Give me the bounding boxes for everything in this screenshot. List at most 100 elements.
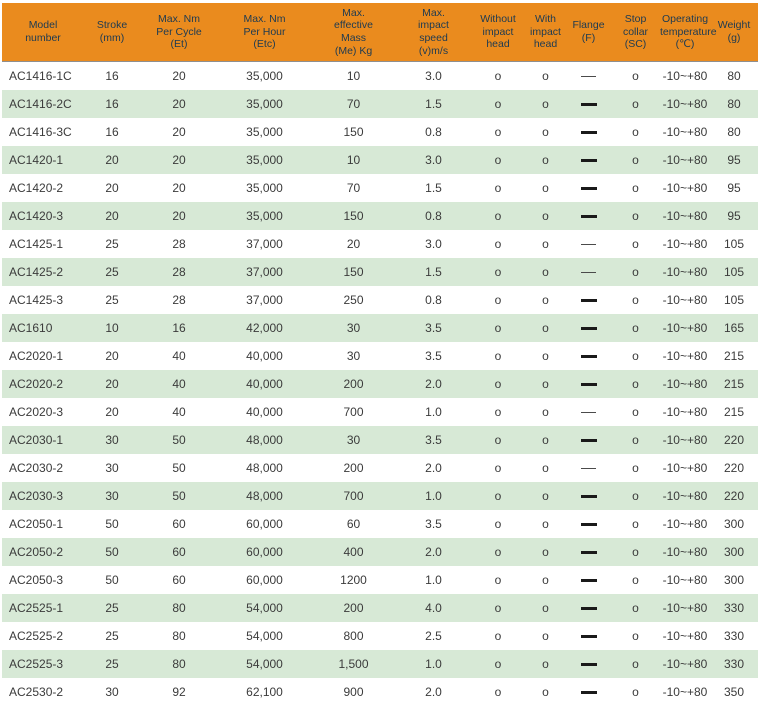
cell-weight: 220 [723,461,745,475]
cell-weight: 300 [723,573,745,587]
cell-stroke: 10 [105,321,119,335]
cell-operating_temp: -10~+80 [662,657,708,671]
cell-stop_collar: o [632,517,639,531]
cell-impact_speed: 4.0 [425,601,442,615]
cell-weight: 80 [727,69,741,83]
cell-weight: 330 [723,629,745,643]
cell-effective_mass: 70 [346,181,361,195]
cell-weight: 215 [723,405,745,419]
cell-with_head: o [542,209,549,223]
cell-weight: 80 [727,125,741,139]
cell-with_head: o [542,545,549,559]
cell-effective_mass: 60 [346,517,361,531]
cell-flange [566,566,611,594]
cell-flange [566,342,611,370]
cell-stroke: 16 [105,125,119,139]
cell-nm_per_hour: 60,000 [246,517,283,531]
cell-nm_per_cycle: 80 [172,601,186,615]
cell-stop_collar: o [632,125,639,139]
cell-model: AC2030-3 [9,489,64,503]
cell-with_head: o [542,657,549,671]
cell-nm_per_hour: 35,000 [246,97,283,111]
cell-nm_per_hour: 35,000 [246,153,283,167]
cell-model: AC2050-3 [9,573,64,587]
cell-weight: 95 [727,209,741,223]
cell-stroke: 20 [105,209,119,223]
cell-effective_mass: 150 [343,265,364,279]
table-row: AC2020-2 20 40 40,000 200 2.0 o o o -10~+80 215 [2,370,758,398]
cell-nm_per_hour: 37,000 [246,265,283,279]
cell-weight: 330 [723,601,745,615]
dash-bold-icon [580,187,597,191]
cell-with_head: o [542,489,549,503]
cell-stroke: 20 [105,153,119,167]
cell-operating_temp: -10~+80 [662,125,708,139]
cell-without_head: o [494,489,502,503]
cell-model: AC2050-2 [9,545,64,559]
cell-with_head: o [542,433,549,447]
table-row: AC2050-3 50 60 60,000 1200 1.0 o o o -10~+80 300 [2,566,758,594]
cell-flange [566,398,611,426]
table-row: AC2020-1 20 40 40,000 30 3.5 o o o -10~+80 215 [2,342,758,370]
cell-weight: 330 [723,657,745,671]
cell-nm_per_cycle: 28 [172,265,186,279]
cell-flange [566,258,611,286]
cell-effective_mass: 10 [346,153,361,167]
cell-model: AC2020-3 [9,405,64,419]
cell-nm_per_cycle: 20 [172,181,186,195]
cell-stop_collar: o [632,489,639,503]
cell-with_head: o [542,461,549,475]
cell-without_head: o [494,125,502,139]
cell-stop_collar: o [632,601,639,615]
table-row: AC2030-3 30 50 48,000 700 1.0 o o o -10~+80 220 [2,482,758,510]
cell-without_head: o [494,97,502,111]
cell-impact_speed: 1.0 [425,405,442,419]
column-header-nm_per_cycle: Max. Nm Per Cycle (Et) [140,3,218,62]
cell-nm_per_cycle: 50 [172,489,186,503]
table-row: AC1420-2 20 20 35,000 70 1.5 o o o -10~+80 95 [2,174,758,202]
dash-thin-icon [581,244,596,246]
dash-bold-icon [580,159,597,163]
cell-operating_temp: -10~+80 [662,405,708,419]
cell-nm_per_cycle: 28 [172,237,186,251]
cell-model: AC1416-1C [9,69,72,83]
cell-stop_collar: o [632,349,639,363]
column-header-effective_mass: Max. effective Mass (Me) Kg [311,3,396,62]
cell-nm_per_hour: 48,000 [246,489,283,503]
cell-stroke: 16 [105,69,119,83]
cell-weight: 300 [723,545,745,559]
cell-stop_collar: o [632,265,639,279]
cell-effective_mass: 30 [346,321,361,335]
dash-bold-icon [580,607,597,611]
cell-flange [566,482,611,510]
cell-operating_temp: -10~+80 [662,265,708,279]
cell-flange [566,118,611,146]
cell-model: AC1420-1 [9,153,64,167]
table-row: AC2525-1 25 80 54,000 200 4.0 o o o -10~+80 330 [2,594,758,622]
cell-operating_temp: -10~+80 [662,181,708,195]
cell-impact_speed: 3.5 [425,517,442,531]
cell-flange [566,650,611,678]
cell-flange [566,622,611,650]
cell-weight: 220 [723,489,745,503]
cell-stroke: 20 [105,377,119,391]
table-row: AC1425-1 25 28 37,000 20 3.0 o o o -10~+80 105 [2,230,758,258]
table-row: AC2525-2 25 80 54,000 800 2.5 o o o -10~+80 330 [2,622,758,650]
cell-operating_temp: -10~+80 [662,573,708,587]
dash-bold-icon [580,691,597,695]
dash-bold-icon [580,579,597,583]
table-row: AC1425-3 25 28 37,000 250 0.8 o o o -10~+80 105 [2,286,758,314]
header-row: Model number Stroke (mm) Max. Nm Per Cycle… [2,3,758,62]
cell-operating_temp: -10~+80 [662,433,708,447]
cell-model: AC2030-2 [9,461,64,475]
cell-effective_mass: 70 [346,97,361,111]
cell-model: AC1416-2C [9,97,72,111]
cell-without_head: o [494,377,502,391]
cell-stop_collar: o [632,69,639,83]
cell-effective_mass: 200 [343,377,364,391]
cell-weight: 95 [727,153,741,167]
dash-thin-icon [581,412,596,414]
cell-without_head: o [494,629,502,643]
column-header-operating_temp: Operating temperature (℃) [660,3,717,62]
cell-without_head: o [494,433,502,447]
